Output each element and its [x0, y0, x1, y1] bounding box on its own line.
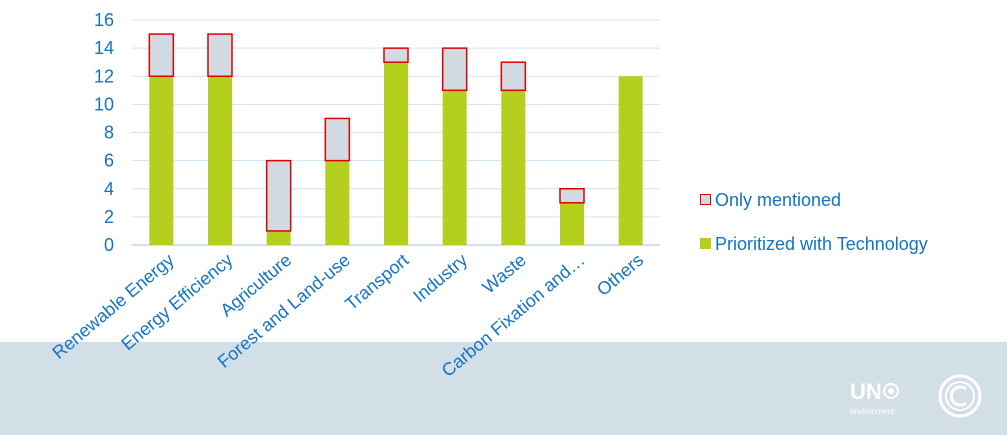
legend-prioritized: Prioritized with Technology [700, 234, 928, 255]
x-tick-label: Transport [341, 250, 412, 314]
bars [148, 33, 643, 245]
x-tick-label: Others [593, 250, 647, 300]
bar-prioritized [208, 76, 232, 245]
bar-only-mentioned [207, 33, 233, 77]
legend-label-prioritized: Prioritized with Technology [715, 234, 928, 254]
y-tick-label: 2 [104, 207, 114, 227]
un-emblem-icon [883, 383, 899, 399]
y-tick-label: 12 [94, 66, 114, 86]
y-tick-label: 14 [94, 38, 114, 58]
bar-prioritized [149, 76, 174, 245]
bar-only-mentioned [500, 61, 527, 92]
y-tick-label: 16 [94, 10, 114, 30]
footer-band [0, 342, 1007, 435]
climate-logo-icon [938, 374, 982, 418]
y-tick-label: 0 [104, 235, 114, 255]
y-tick-label: 8 [104, 123, 114, 143]
bar-prioritized [384, 62, 408, 245]
bar-only-mentioned [441, 47, 468, 92]
legend-swatch-only-mentioned [700, 193, 711, 205]
legend-label-only-mentioned: Only mentioned [715, 190, 842, 210]
bar-prioritized [618, 76, 643, 245]
legend-swatch-prioritized [700, 237, 711, 249]
y-tick-label: 10 [94, 94, 114, 114]
bar-prioritized [560, 202, 584, 245]
legend-only-mentioned: Only mentioned [700, 190, 841, 211]
y-tick-label: 6 [104, 151, 114, 171]
bar-prioritized [266, 230, 291, 245]
y-tick-label: 4 [104, 179, 114, 199]
bar-prioritized [325, 160, 350, 245]
bar-only-mentioned [324, 117, 351, 162]
x-tick-label: Industry [409, 250, 471, 306]
bar-only-mentioned [265, 159, 292, 232]
bar-prioritized [501, 90, 526, 245]
bar-prioritized [442, 90, 467, 245]
bar-only-mentioned [148, 33, 175, 77]
logo-text: UN [850, 379, 882, 404]
x-tick-label: Waste [478, 250, 529, 298]
bar-only-mentioned [559, 188, 585, 204]
y-axis-ticks: 0 2 4 6 8 10 12 14 16 [94, 10, 114, 255]
logo-subtext: environment [850, 407, 895, 416]
bar-only-mentioned [383, 47, 409, 63]
un-environment-logo: UN environment [850, 374, 982, 418]
